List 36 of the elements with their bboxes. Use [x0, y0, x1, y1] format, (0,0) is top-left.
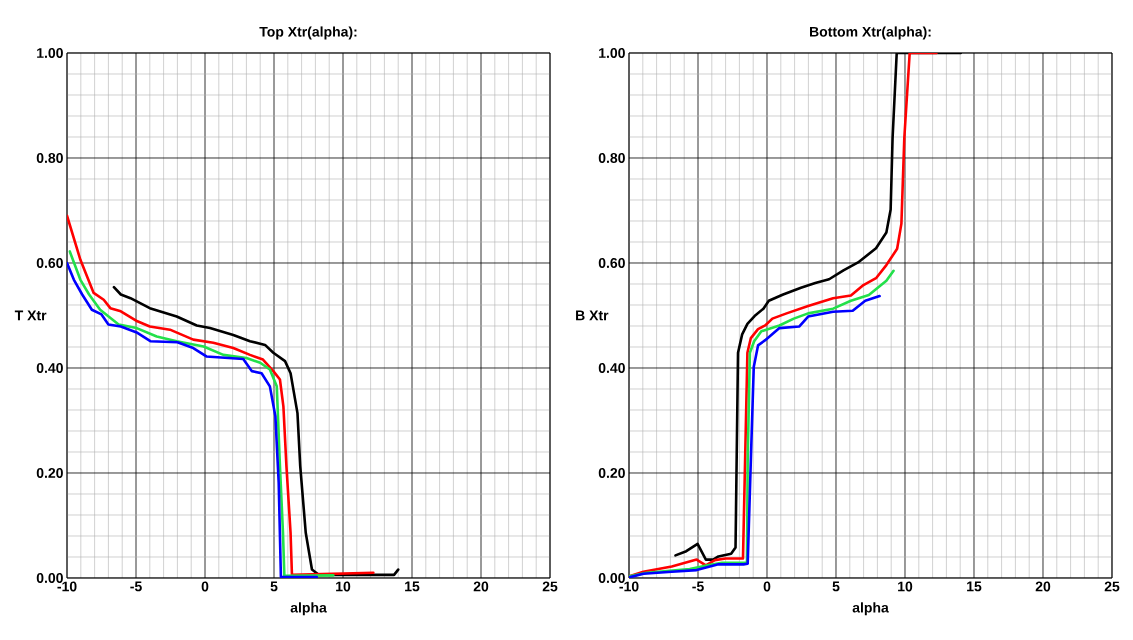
y-tick-label: 0.80 [598, 153, 625, 163]
x-tick-label: 5 [270, 581, 278, 592]
y-tick-label: 0.20 [36, 468, 63, 478]
y-tick-label: 1.00 [37, 48, 63, 58]
x-tick-label: -5 [130, 581, 142, 592]
x-tick-label: -5 [692, 581, 704, 592]
x-tick-label: 25 [1104, 581, 1120, 592]
y-tick-label: 0.20 [598, 468, 625, 478]
y-tick-label: 0.00 [598, 573, 625, 583]
y-axis-title: B Xtr [576, 310, 609, 321]
y-axis-title: T Xtr [14, 310, 47, 321]
x-tick-label: 0 [763, 581, 771, 592]
line-series [629, 52, 938, 578]
y-tick-label: 0.00 [36, 573, 63, 583]
x-tick-label: 5 [832, 581, 840, 592]
y-tick-label: 1.00 [599, 48, 625, 58]
x-tick-label: -10 [57, 581, 77, 592]
x-tick-label: 10 [336, 581, 351, 592]
chart-title: Bottom Xtr(alpha): [810, 26, 931, 40]
x-axis-title: alpha [852, 602, 889, 616]
x-tick-label: 15 [967, 581, 982, 592]
y-tick-label: 0.60 [36, 258, 63, 268]
chart-title: Top Xtr(alpha): [259, 26, 357, 40]
x-tick-label: 15 [405, 581, 420, 592]
x-tick-label: 10 [898, 581, 913, 592]
line-series [67, 214, 375, 577]
y-tick-label: 0.80 [36, 153, 63, 163]
x-tick-label: 20 [473, 581, 489, 592]
x-tick-label: -10 [619, 581, 639, 592]
x-tick-label: 20 [1035, 581, 1051, 592]
x-tick-label: 0 [201, 581, 209, 592]
x-tick-label: 25 [542, 581, 558, 592]
y-tick-label: 0.40 [36, 363, 63, 373]
x-axis-title: alpha [290, 602, 327, 616]
y-tick-label: 0.40 [598, 363, 625, 373]
y-tick-label: 0.60 [598, 258, 625, 268]
